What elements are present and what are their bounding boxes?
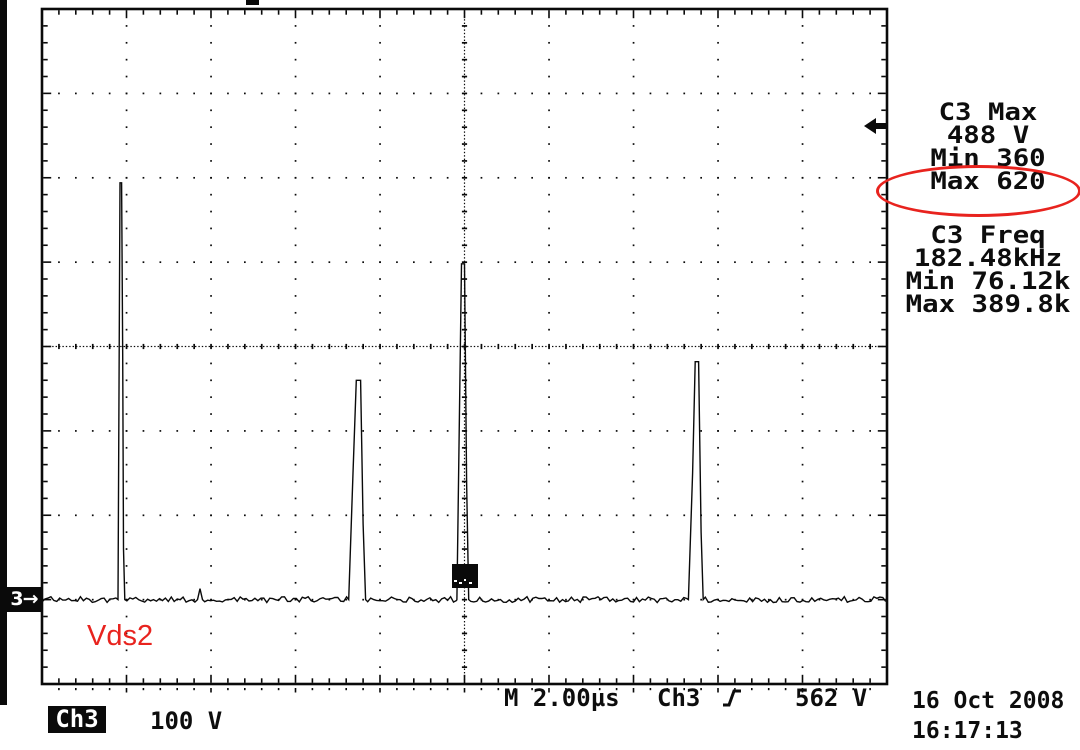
vds2-annotation: Vds2 [87, 620, 154, 652]
meas-c3freq-max: Max 389.8k [905, 290, 1071, 318]
bezel-left-bar [0, 0, 7, 705]
graticule-svg [40, 7, 889, 693]
trigger-position-marker [246, 0, 259, 5]
waveform-trace [41, 182, 887, 604]
time-readout: 16:17:13 [912, 718, 1023, 744]
rising-edge-icon [723, 689, 741, 707]
trigger-level-readout: 562 V [795, 684, 868, 712]
acquisition-marker-box [452, 564, 478, 588]
meas-c3freq-title: C3 Freq [930, 221, 1046, 249]
graticule-grid [41, 8, 888, 693]
channel3-badge: Ch3 [48, 706, 106, 733]
date-readout: 16 Oct 2008 [912, 688, 1065, 714]
red-highlight-ellipse [876, 165, 1080, 217]
datetime: 16 Oct 2008 16:17:13 [912, 686, 1064, 746]
channel3-reference-marker: 3→ [7, 587, 41, 612]
meas-c3freq-min: Min 76.12k [905, 267, 1071, 295]
channel-scale-readout: 100 V [150, 707, 223, 735]
trigger-source-readout: Ch3 [657, 684, 701, 712]
meas-c3max-title: C3 Max [938, 98, 1038, 126]
meas-c3freq-value: 182.48kHz [913, 244, 1063, 272]
timebase-readout: M 2.00µs [504, 684, 620, 712]
channel3-reference-label: 3→ [10, 588, 38, 610]
meas-c3max-value: 488 V [946, 121, 1030, 149]
graticule-frame [40, 7, 889, 686]
trigger-level-arrow-icon [864, 118, 887, 134]
